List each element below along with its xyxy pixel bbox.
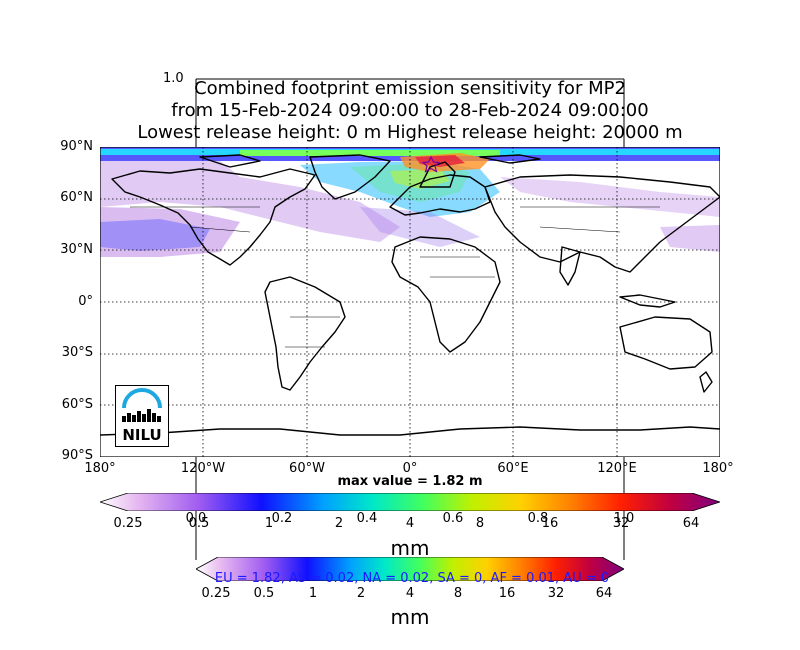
colorbar-tick: 16 [498,586,516,601]
stray-axis-label: 0.8 [527,511,549,526]
nilu-logo-icon [122,388,162,422]
lon-label: 0° [402,461,418,476]
lon-label: 60°W [289,461,325,476]
colorbar-tick: 64 [595,586,613,601]
lon-label: 60°E [497,461,529,476]
stray-axis-label: 0.0 [185,511,207,526]
frame-corner-label: 1.0 [163,71,184,86]
lat-label: 60°N [60,190,93,205]
lat-label: 0° [78,294,93,309]
title-line-2: from 15-Feb-2024 09:00:00 to 28-Feb-2024… [171,100,649,121]
lon-label: 180° [702,461,734,476]
colorbar-tick: 0.5 [188,516,210,531]
lat-label: 90°S [61,448,93,463]
colorbar-secondary-unit: mm [390,605,430,629]
colorbar-tick: 1 [308,586,318,601]
stray-axis-label: 0.2 [271,511,293,526]
country-borders [130,206,660,348]
colorbar-tick: 0.25 [201,586,231,601]
world-map [100,147,720,457]
colorbar-tick: 1 [264,516,274,531]
colorbar-tick: 2 [356,586,366,601]
lat-label: 30°S [61,345,93,360]
colorbar-tick: 16 [541,516,559,531]
colorbar-tick: 0.5 [253,586,275,601]
colorbar-tick: 32 [612,516,630,531]
title-line-1: Combined footprint emission sensitivity … [194,78,626,99]
lat-label: 60°S [61,397,93,412]
lon-label: 120°W [180,461,226,476]
nilu-logo-text: NILU [122,426,162,444]
colorbar-tick: 4 [405,516,415,531]
colorbar-tick: 64 [682,516,700,531]
colorbar-tick: 4 [405,586,415,601]
colorbar-unit: mm [390,536,430,560]
lon-label: 180° [84,461,116,476]
title-line-3: Lowest release height: 0 m Highest relea… [137,122,683,143]
lat-label: 90°N [60,139,93,154]
region-summary: EU = 1.82, AS = 0.02, NA = 0.02, SA = 0,… [214,571,610,586]
nilu-logo: NILU [115,385,169,447]
stray-axis-label: 0.4 [356,511,378,526]
colorbar-tick: 0.25 [113,516,143,531]
stray-axis-label: 1.0 [613,511,635,526]
stray-axis-label: 0.6 [442,511,464,526]
lon-label: 120°E [597,461,637,476]
colorbar-tick: 32 [547,586,565,601]
colorbar-tick: 8 [475,516,485,531]
release-location-star [421,155,441,173]
coastlines [100,154,720,436]
colorbar-tick: 2 [334,516,344,531]
colorbar-main [100,493,720,511]
footprint-field [100,147,720,257]
max-value-label: max value = 1.82 m [337,474,483,489]
graticule [100,147,720,457]
lat-label: 30°N [60,242,93,257]
colorbar-secondary [196,557,624,581]
colorbar-tick: 8 [453,586,463,601]
